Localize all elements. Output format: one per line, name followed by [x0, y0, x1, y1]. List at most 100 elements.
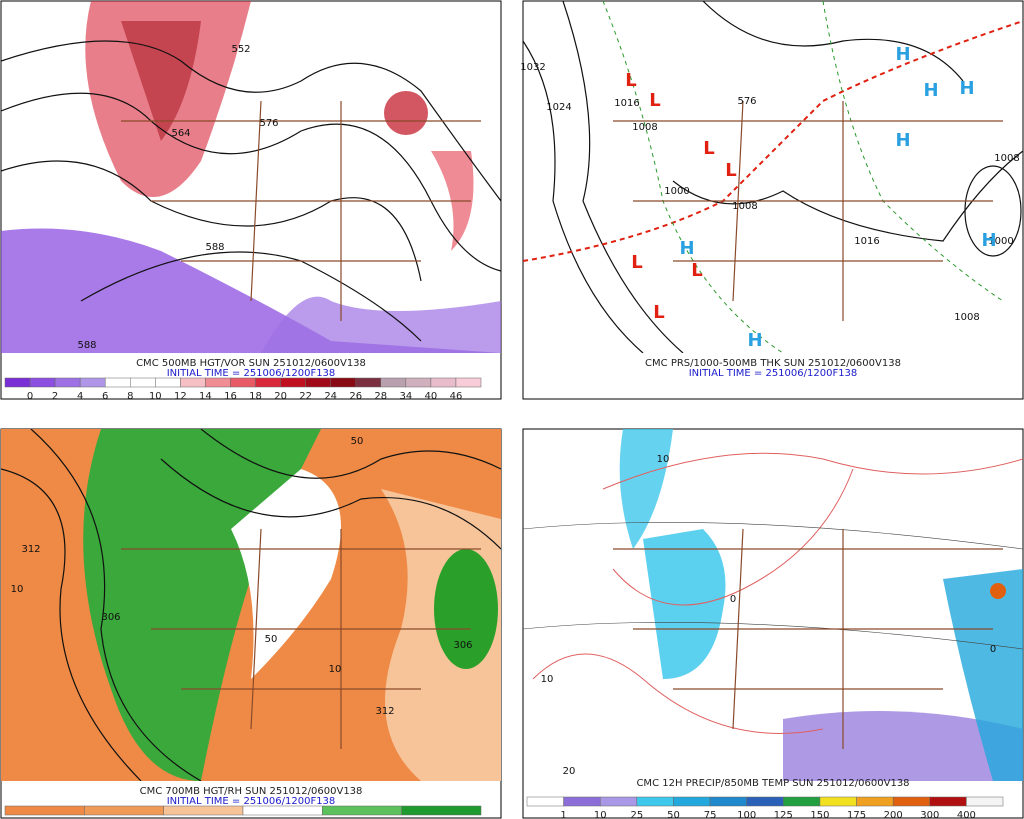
- colorbar-swatch: [819, 796, 857, 807]
- panel-subtitle: INITIAL TIME = 251006/1200F138: [167, 368, 336, 379]
- contour-label: 1008: [954, 312, 979, 323]
- colorbar-swatch: [242, 805, 323, 816]
- colorbar-swatch: [255, 377, 281, 388]
- colorbar-swatch: [380, 377, 407, 388]
- panel-annotations: 1032 1024 1016 1008 1000 1008 1016 1008 1000 1008…: [520, 44, 1019, 379]
- contour-label: 312: [21, 544, 40, 555]
- pressure-center: L: [631, 252, 642, 273]
- colorbar-label: 6: [102, 391, 108, 402]
- contour-label: 20: [563, 766, 576, 777]
- colorbar-swatch: [163, 805, 244, 816]
- colorbar-swatch: [4, 805, 85, 816]
- contour-label: 576: [259, 118, 278, 129]
- colorbar-label: 8: [127, 391, 133, 402]
- contour-label: 10: [11, 584, 24, 595]
- contour-label: 10: [329, 664, 342, 675]
- colorbar-swatch: [230, 377, 256, 388]
- colorbar-label: 22: [299, 391, 312, 402]
- contour-label: 0: [730, 594, 736, 605]
- contour-label: 588: [77, 340, 96, 351]
- colorbar-swatch: [280, 377, 306, 388]
- colorbar-label: 100: [737, 810, 756, 819]
- panel-title: CMC PRS/1000-500MB THK SUN 251012/0600V1…: [645, 358, 901, 369]
- contour-label: 10: [657, 454, 670, 465]
- colorbar-label: 28: [374, 391, 387, 402]
- colorbar-swatch: [322, 805, 402, 816]
- pressure-center: L: [653, 302, 664, 323]
- colorbar-label: 1: [560, 810, 566, 819]
- colorbar-swatch: [79, 377, 106, 388]
- colorbar-label: 10: [594, 810, 607, 819]
- contour-label: 1024: [546, 102, 571, 113]
- panel-subtitle: INITIAL TIME = 251006/1200F138: [167, 796, 336, 807]
- colorbar-swatch: [405, 377, 432, 388]
- pressure-center: H: [747, 330, 762, 351]
- colorbar-label: 20: [274, 391, 287, 402]
- contour-label: 50: [351, 436, 364, 447]
- colorbar-swatch: [783, 796, 821, 807]
- colorbar-swatch: [29, 377, 56, 388]
- pressure-center: H: [981, 230, 996, 251]
- colorbar-swatch: [355, 377, 382, 388]
- colorbar-swatch: [929, 796, 967, 807]
- colorbar-swatch: [155, 377, 181, 388]
- colorbar-swatch: [892, 796, 931, 807]
- colorbar-swatch: [180, 377, 206, 388]
- contour-label: 0: [990, 644, 996, 655]
- panel-pressure: [522, 0, 1024, 400]
- colorbar-label: 10: [149, 391, 162, 402]
- contour-label: 588: [205, 242, 224, 253]
- contour-label: 306: [453, 640, 472, 651]
- colorbar-label: 175: [847, 810, 866, 819]
- panel-precip: [522, 428, 1024, 819]
- contour-label: 1008: [632, 122, 657, 133]
- colorbar-label: 46: [450, 391, 463, 402]
- colorbar-label: 200: [884, 810, 903, 819]
- contour-label: 50: [265, 634, 278, 645]
- contour-label: 576: [737, 96, 756, 107]
- colorbar-label: 4: [77, 391, 83, 402]
- pressure-center: H: [895, 44, 910, 65]
- colorbar-swatch: [856, 796, 894, 807]
- pressure-center: L: [649, 90, 660, 111]
- contour-label: 564: [171, 128, 190, 139]
- colorbar-swatch: [205, 377, 231, 388]
- panel-title: CMC 12H PRECIP/850MB TEMP SUN 251012/060…: [636, 778, 909, 789]
- contour-label: 1008: [994, 153, 1019, 164]
- panel-title: CMC 500MB HGT/VOR SUN 251012/0600V138: [136, 358, 366, 369]
- colorbar-label: 16: [224, 391, 237, 402]
- colorbar-swatch: [4, 377, 31, 388]
- colorbar-label: 400: [957, 810, 976, 819]
- colorbar-label: 12: [174, 391, 187, 402]
- colorbar-swatch: [563, 796, 601, 807]
- colorbar-swatch: [966, 796, 1004, 807]
- panel-700mb: [0, 428, 502, 819]
- pressure-center: H: [679, 238, 694, 259]
- colorbar-swatch: [673, 796, 711, 807]
- colorbar-swatch: [526, 796, 564, 807]
- colorbar-label: 300: [920, 810, 939, 819]
- colorbar-label: 150: [810, 810, 829, 819]
- colorbar-swatch: [305, 377, 331, 388]
- colorbar-label: 18: [249, 391, 262, 402]
- colorbar-swatch: [636, 796, 674, 807]
- colorbar-swatch: [130, 377, 156, 388]
- pressure-center: L: [691, 260, 702, 281]
- panel-title: CMC 700MB HGT/RH SUN 251012/0600V138: [140, 786, 363, 797]
- contour-label: 312: [375, 706, 394, 717]
- pressure-center: H: [959, 78, 974, 99]
- colorbar-swatch: [401, 805, 482, 816]
- colorbar-label: 50: [667, 810, 680, 819]
- contour-label: 10: [541, 674, 554, 685]
- colorbar-swatch: [54, 377, 81, 388]
- colorbar-label: 34: [399, 391, 412, 402]
- colorbar-swatch: [84, 805, 164, 816]
- pressure-center: L: [625, 70, 636, 91]
- contour-label: 1016: [614, 98, 639, 109]
- contour-label: 1008: [732, 201, 757, 212]
- contour-label: 552: [231, 44, 250, 55]
- colorbar-label: 24: [324, 391, 337, 402]
- pressure-center: L: [703, 138, 714, 159]
- panel-annotations: 552 564 576 588 588 CMC 500MB HGT/VOR SUN 251…: [4, 44, 482, 402]
